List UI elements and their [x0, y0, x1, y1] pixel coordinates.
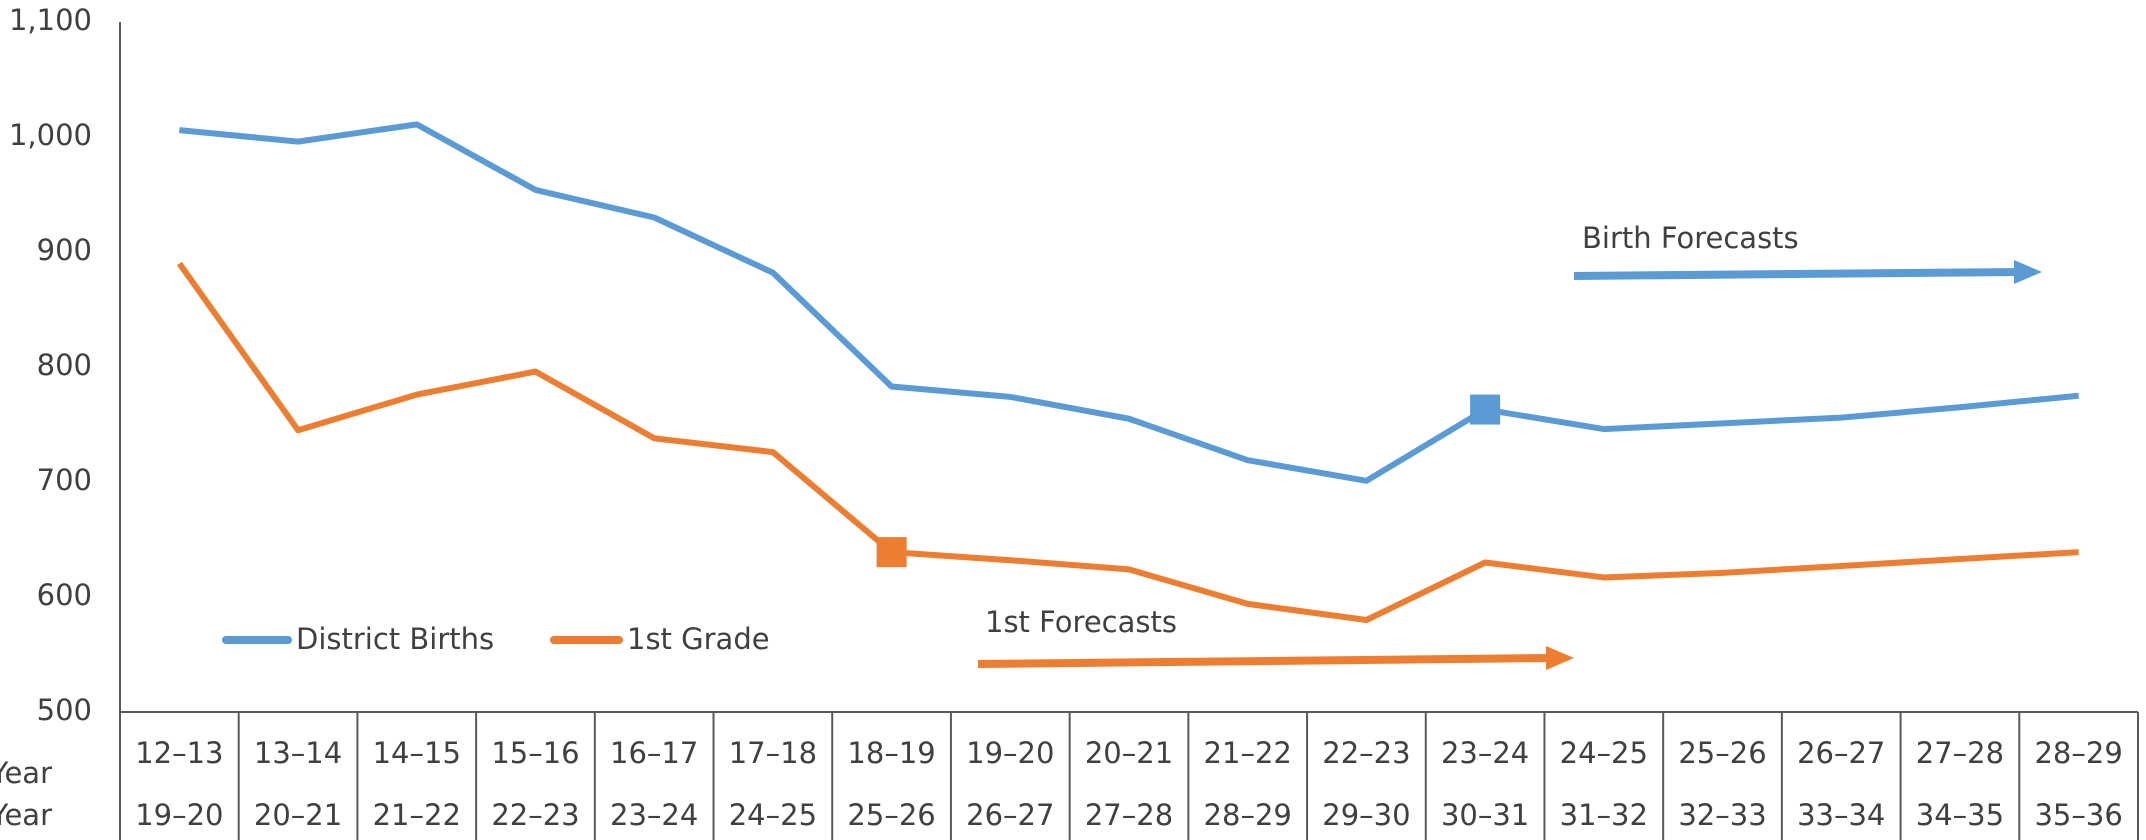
y-tick-label: 1,000	[9, 118, 92, 152]
y-tick-label: 500	[37, 693, 92, 727]
school-year-label: 20–21	[254, 798, 342, 832]
x-tick-label: 19–20	[966, 736, 1054, 770]
row-label: Birth Year	[0, 756, 52, 790]
x-tick-label: 22–23	[1322, 736, 1410, 770]
x-tick-label: 28–29	[2034, 736, 2122, 770]
series-line	[179, 121, 2079, 484]
x-tick-label: 17–18	[729, 736, 817, 770]
x-tick-label: 26–27	[1797, 736, 1885, 770]
school-year-label: 29–30	[1322, 798, 1410, 832]
x-tick-label: 14–15	[373, 736, 461, 770]
school-year-label: 28–29	[1204, 798, 1292, 832]
annotation-arrow-head	[2014, 260, 2042, 284]
school-year-label: 19–20	[135, 798, 223, 832]
legend-label: 1st Grade	[627, 622, 770, 656]
y-tick-label: 900	[37, 233, 92, 267]
highlight-marker	[1470, 394, 1501, 425]
x-tick-label: 24–25	[1560, 736, 1648, 770]
x-tick-label: 25–26	[1678, 736, 1766, 770]
school-year-label: 22–23	[491, 798, 579, 832]
x-tick-label: 15–16	[491, 736, 579, 770]
y-tick-label: 600	[37, 578, 92, 612]
school-year-label: 30–31	[1441, 798, 1529, 832]
y-tick-label: 700	[37, 463, 92, 497]
highlight-marker	[876, 537, 907, 568]
y-tick-label: 800	[37, 348, 92, 382]
school-year-label: 32–33	[1678, 798, 1766, 832]
school-year-label: 26–27	[966, 798, 1054, 832]
row-label: School Year	[0, 798, 52, 832]
annotation-arrow-shaft	[977, 654, 1555, 668]
annotation-arrow-shaft	[1573, 268, 2023, 280]
x-tick-label: 12–13	[135, 736, 223, 770]
annotation-text: Birth Forecasts	[1582, 221, 1799, 255]
x-tick-label: 13–14	[254, 736, 342, 770]
x-tick-label: 16–17	[610, 736, 698, 770]
school-year-label: 23–24	[610, 798, 698, 832]
school-year-label: 27–28	[1085, 798, 1173, 832]
school-year-label: 25–26	[847, 798, 935, 832]
school-year-label: 24–25	[729, 798, 817, 832]
annotation-text: 1st Forecasts	[985, 605, 1177, 639]
y-tick-label: 1,100	[9, 3, 92, 37]
x-tick-label: 18–19	[847, 736, 935, 770]
x-tick-label: 20–21	[1085, 736, 1173, 770]
annotation-arrow-head	[1546, 646, 1574, 670]
legend-label: District Births	[296, 622, 494, 656]
school-year-label: 31–32	[1560, 798, 1648, 832]
series-line	[176, 261, 2079, 623]
school-year-label: 21–22	[373, 798, 461, 832]
school-year-label: 34–35	[1916, 798, 2004, 832]
x-tick-label: 21–22	[1204, 736, 1292, 770]
school-year-label: 33–34	[1797, 798, 1885, 832]
school-year-label: 35–36	[2034, 798, 2122, 832]
x-tick-label: 27–28	[1916, 736, 2004, 770]
x-tick-label: 23–24	[1441, 736, 1529, 770]
